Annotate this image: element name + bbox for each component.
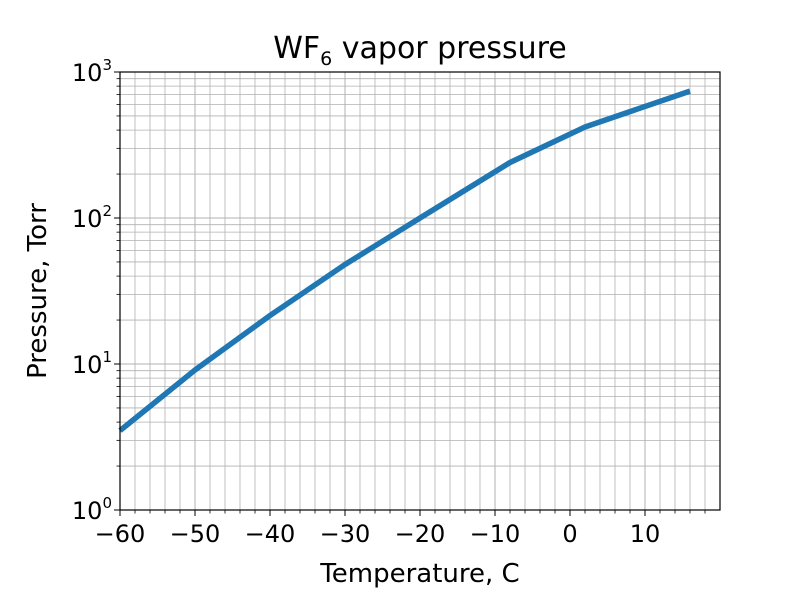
grid: [119, 71, 721, 511]
y-tick-label: 102: [72, 202, 112, 233]
y-tick-label: 103: [72, 56, 112, 87]
x-tick-label: −10: [470, 520, 521, 548]
chart-title: WF6 vapor pressure: [273, 31, 567, 70]
x-tick-label: −50: [170, 520, 221, 548]
x-tick-label: −20: [395, 520, 446, 548]
x-tick-label: −60: [95, 520, 146, 548]
series-line: [118, 88, 691, 433]
x-tick-label: −30: [320, 520, 371, 548]
x-axis-label: Temperature, C: [319, 559, 519, 589]
chart-title-rest: vapor pressure: [332, 31, 567, 66]
y-tick-label: 101: [72, 348, 112, 379]
x-tick-label: −40: [245, 520, 296, 548]
y-tick-label: 100: [72, 494, 112, 525]
chart-title-subscript: 6: [320, 48, 332, 70]
x-tick-label: 0: [562, 520, 577, 548]
y-axis-label: Pressure, Torr: [23, 203, 53, 379]
ticks: −60 −50 −40 −30 −20 −10 0 10 100 101 102 103: [72, 56, 706, 548]
x-tick-label: 10: [630, 520, 661, 548]
chart-title-base: WF: [273, 31, 320, 66]
